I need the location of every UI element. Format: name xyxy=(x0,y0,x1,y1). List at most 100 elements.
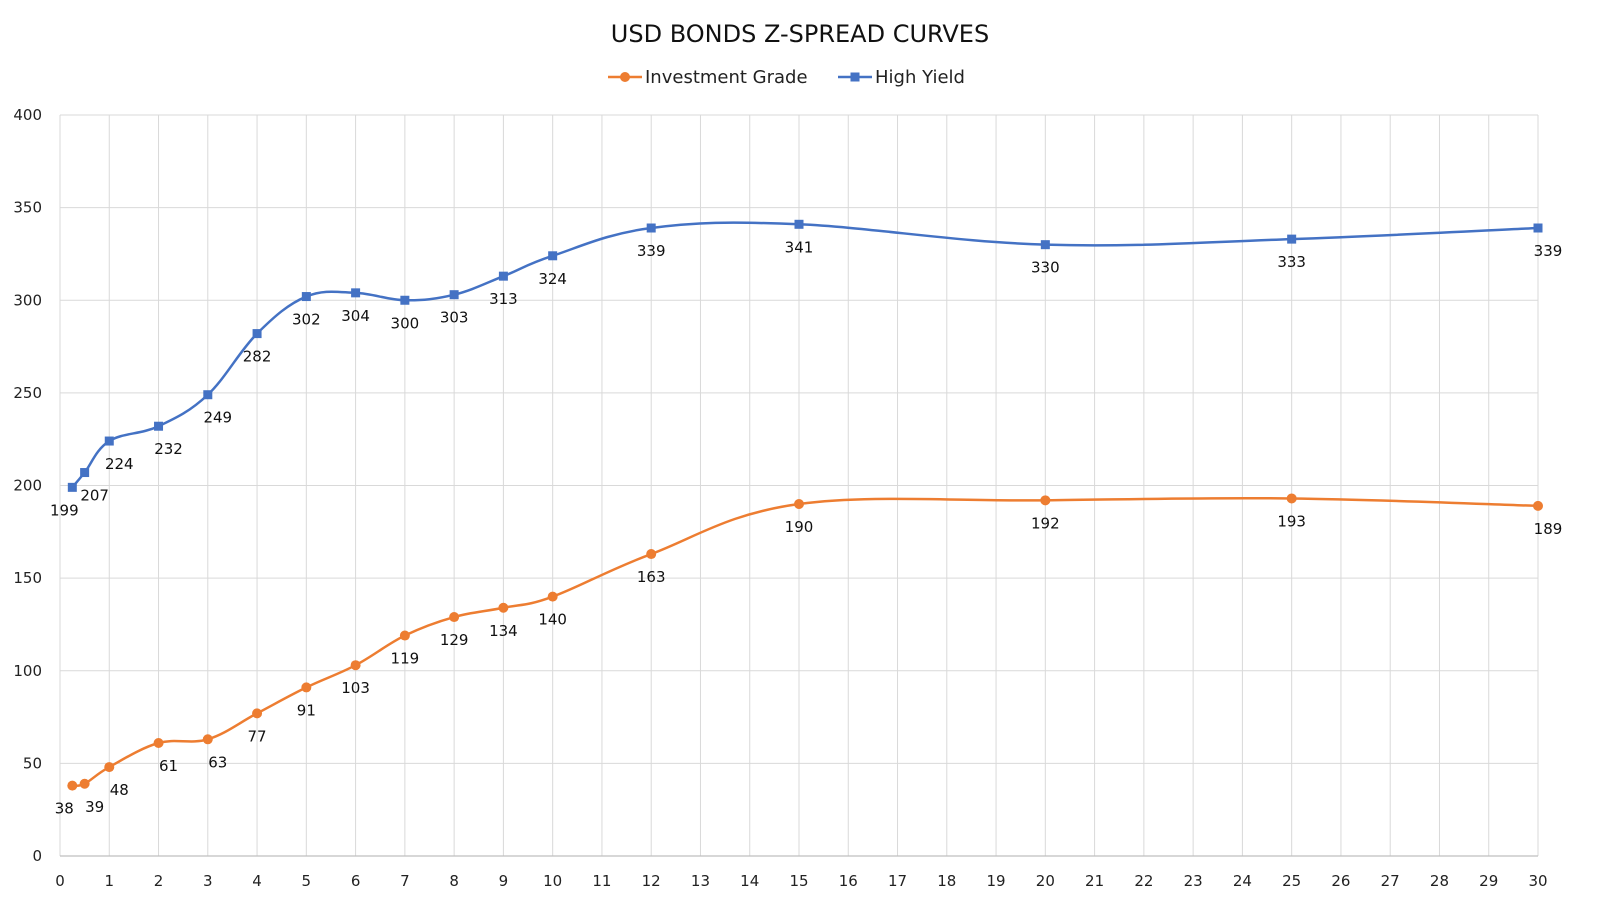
high-yield-point xyxy=(548,251,558,261)
legend-high-yield-label: High Yield xyxy=(875,67,965,88)
legend: Investment Grade High Yield xyxy=(608,67,965,88)
x-tick-label: 0 xyxy=(55,872,65,890)
investment-grade-data-label: 77 xyxy=(248,727,267,745)
investment-grade-data-label: 61 xyxy=(159,757,178,775)
high-yield-point xyxy=(104,436,114,446)
x-tick-label: 2 xyxy=(154,872,164,890)
high-yield-data-label: 282 xyxy=(243,348,272,366)
legend-investment-grade-label: Investment Grade xyxy=(645,67,808,88)
x-tick-label: 13 xyxy=(691,872,710,890)
x-tick-label: 18 xyxy=(937,872,956,890)
investment-grade-data-label: 119 xyxy=(391,650,420,668)
high-yield-data-label: 224 xyxy=(105,455,134,473)
y-tick-label: 100 xyxy=(13,662,42,680)
high-yield-point xyxy=(794,219,804,229)
legend-investment-grade-marker xyxy=(620,72,630,82)
x-tick-label: 28 xyxy=(1430,872,1449,890)
high-yield-data-label: 339 xyxy=(1534,242,1563,260)
investment-grade-data-label: 163 xyxy=(637,568,666,586)
y-tick-label: 200 xyxy=(13,477,42,495)
high-yield-point xyxy=(400,295,410,305)
high-yield-point xyxy=(301,292,311,302)
investment-grade-point xyxy=(301,682,312,693)
high-yield-data-label: 303 xyxy=(440,309,469,327)
chart-title: USD BONDS Z-SPREAD CURVES xyxy=(611,20,989,48)
investment-grade-line xyxy=(72,496,1539,788)
x-tick-label: 14 xyxy=(740,872,759,890)
x-tick-label: 26 xyxy=(1331,872,1350,890)
high-yield-data-label: 313 xyxy=(489,290,518,308)
investment-grade-point xyxy=(1040,495,1051,506)
investment-grade-data-label: 140 xyxy=(538,611,567,629)
x-tick-label: 20 xyxy=(1036,872,1055,890)
x-tick-label: 3 xyxy=(203,872,213,890)
high-yield-data-label: 199 xyxy=(50,501,79,519)
high-yield-data-label: 302 xyxy=(292,311,321,329)
x-tick-label: 27 xyxy=(1381,872,1400,890)
investment-grade-point xyxy=(646,549,657,560)
high-yield-data-label: 330 xyxy=(1031,259,1060,277)
high-yield-point xyxy=(154,421,164,431)
investment-grade-data-label: 63 xyxy=(208,753,227,771)
x-tick-label: 8 xyxy=(449,872,459,890)
high-yield-point xyxy=(67,482,77,492)
x-tick-label: 4 xyxy=(252,872,262,890)
x-tick-label: 16 xyxy=(839,872,858,890)
investment-grade-data-label: 48 xyxy=(110,781,129,799)
investment-grade-data-label: 38 xyxy=(55,800,74,818)
investment-grade-point xyxy=(1533,500,1543,511)
x-tick-label: 25 xyxy=(1282,872,1301,890)
investment-grade-point xyxy=(547,591,558,602)
high-yield-point xyxy=(252,329,262,339)
x-tick-label: 23 xyxy=(1184,872,1203,890)
investment-grade-data-label: 189 xyxy=(1534,520,1563,538)
x-tick-label: 1 xyxy=(104,872,114,890)
high-yield-point xyxy=(646,223,656,233)
high-yield-data-label: 232 xyxy=(154,440,183,458)
x-tick-label: 30 xyxy=(1528,872,1547,890)
high-yield-data-label: 333 xyxy=(1277,253,1306,271)
investment-grade-data-label: 129 xyxy=(440,631,469,649)
y-tick-label: 50 xyxy=(23,754,42,772)
y-tick-label: 150 xyxy=(13,569,42,587)
investment-grade-data-label: 39 xyxy=(85,798,104,816)
investment-grade-point xyxy=(399,630,410,641)
high-yield-point xyxy=(351,288,361,298)
investment-grade-data-label: 192 xyxy=(1031,514,1060,532)
investment-grade-point xyxy=(104,762,115,773)
x-tick-label: 29 xyxy=(1479,872,1498,890)
y-tick-label: 400 xyxy=(13,106,42,124)
investment-grade-data-label: 103 xyxy=(341,679,370,697)
investment-grade-data-label: 91 xyxy=(297,701,316,719)
y-tick-label: 300 xyxy=(13,291,42,309)
high-yield-data-label: 341 xyxy=(785,238,814,256)
x-tick-label: 6 xyxy=(351,872,361,890)
high-yield-point xyxy=(1287,234,1297,244)
x-tick-label: 10 xyxy=(543,872,562,890)
x-tick-label: 7 xyxy=(400,872,410,890)
series-layer xyxy=(67,219,1543,791)
x-tick-label: 15 xyxy=(789,872,808,890)
high-yield-point xyxy=(203,390,213,400)
high-yield-point xyxy=(449,290,459,300)
high-yield-point xyxy=(1533,223,1543,233)
data-labels: 38 39 48 61 63 77 91 103 119 129 134 140 163 190 192 19… xyxy=(50,238,1562,817)
x-tick-label: 9 xyxy=(499,872,509,890)
investment-grade-point xyxy=(79,778,90,789)
investment-grade-point xyxy=(153,737,164,748)
high-yield-point xyxy=(1040,240,1050,250)
investment-grade-point xyxy=(449,612,460,623)
x-tick-label: 17 xyxy=(888,872,907,890)
investment-grade-data-label: 193 xyxy=(1277,512,1306,530)
grid xyxy=(59,114,1539,857)
investment-grade-point xyxy=(202,734,213,745)
x-tick-label: 21 xyxy=(1085,872,1104,890)
investment-grade-point xyxy=(794,499,804,510)
high-yield-line xyxy=(71,221,1539,489)
investment-grade-data-label: 134 xyxy=(489,622,518,640)
investment-grade-point xyxy=(350,660,361,671)
high-yield-data-label: 249 xyxy=(203,409,232,427)
y-tick-label: 350 xyxy=(13,199,42,217)
